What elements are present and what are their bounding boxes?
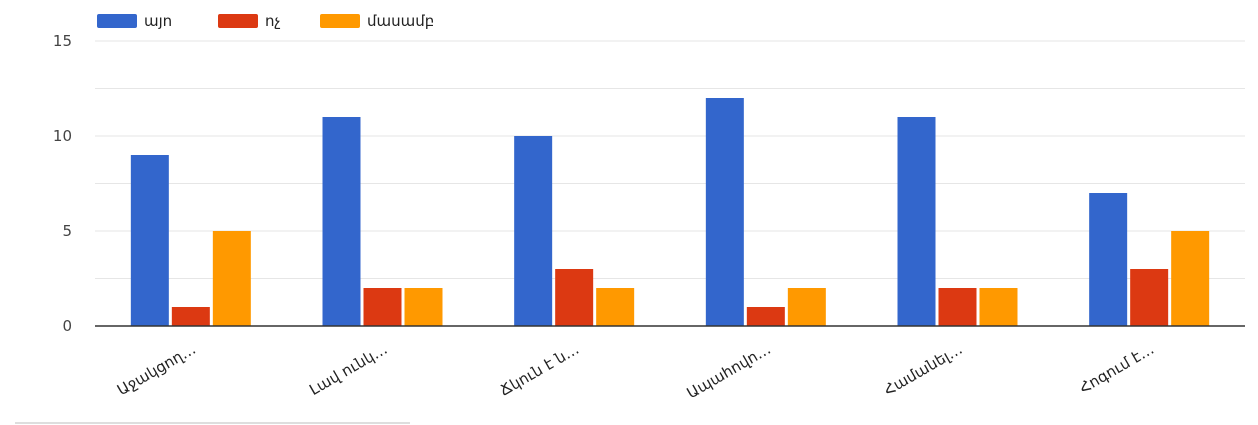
bar-group bbox=[705, 98, 826, 326]
bar[interactable] bbox=[705, 98, 744, 326]
legend-item[interactable]: մասամբ bbox=[320, 12, 434, 30]
bar[interactable] bbox=[130, 155, 169, 326]
legend-label: ոչ bbox=[265, 12, 281, 30]
bar[interactable] bbox=[787, 288, 826, 326]
legend-swatch bbox=[218, 14, 258, 28]
bar[interactable] bbox=[897, 117, 936, 326]
bar[interactable] bbox=[171, 307, 210, 326]
bar[interactable] bbox=[596, 288, 635, 326]
x-tick-label: Լավ ունկ… bbox=[306, 340, 390, 399]
bar-group bbox=[897, 117, 1018, 326]
bar[interactable] bbox=[1130, 269, 1169, 326]
bar[interactable] bbox=[1089, 193, 1128, 326]
bar-group bbox=[130, 155, 251, 326]
bar[interactable] bbox=[746, 307, 785, 326]
bar[interactable] bbox=[979, 288, 1018, 326]
bar-group bbox=[322, 117, 443, 326]
bar[interactable] bbox=[514, 136, 553, 326]
legend-item[interactable]: ոչ bbox=[218, 12, 281, 30]
x-tick-label: Ճկուն է ն… bbox=[497, 340, 582, 400]
legend-item[interactable]: այո bbox=[97, 12, 172, 30]
y-tick-label: 15 bbox=[53, 32, 72, 50]
grid-lines bbox=[95, 40, 1245, 279]
bar[interactable] bbox=[555, 269, 594, 326]
bars bbox=[130, 98, 1210, 326]
x-tick-label: Հոգում է… bbox=[1076, 340, 1157, 397]
y-tick-label: 10 bbox=[53, 127, 72, 145]
bar[interactable] bbox=[363, 288, 402, 326]
legend-swatch bbox=[97, 14, 137, 28]
bar[interactable] bbox=[938, 288, 977, 326]
y-tick-label: 0 bbox=[62, 317, 72, 335]
bar[interactable] bbox=[212, 231, 251, 326]
legend[interactable]: այո ոչ մասամբ bbox=[97, 12, 434, 30]
bar[interactable] bbox=[322, 117, 361, 326]
bar[interactable] bbox=[404, 288, 443, 326]
y-tick-label: 5 bbox=[62, 222, 72, 240]
legend-label: այո bbox=[144, 12, 172, 30]
axes: 0 5 10 15 Աջակցող… Լավ ունկ… Ճկուն է ն… Ապահովո… bbox=[53, 32, 1245, 402]
bar-group bbox=[1089, 193, 1210, 326]
legend-label: մասամբ bbox=[367, 12, 434, 30]
bar-group bbox=[514, 136, 635, 326]
x-tick-label: Ապահովո… bbox=[684, 340, 774, 402]
x-tick-label: Աջակցող… bbox=[114, 340, 199, 399]
legend-swatch bbox=[320, 14, 360, 28]
x-tick-label: Համանել… bbox=[881, 340, 966, 399]
bar[interactable] bbox=[1171, 231, 1210, 326]
